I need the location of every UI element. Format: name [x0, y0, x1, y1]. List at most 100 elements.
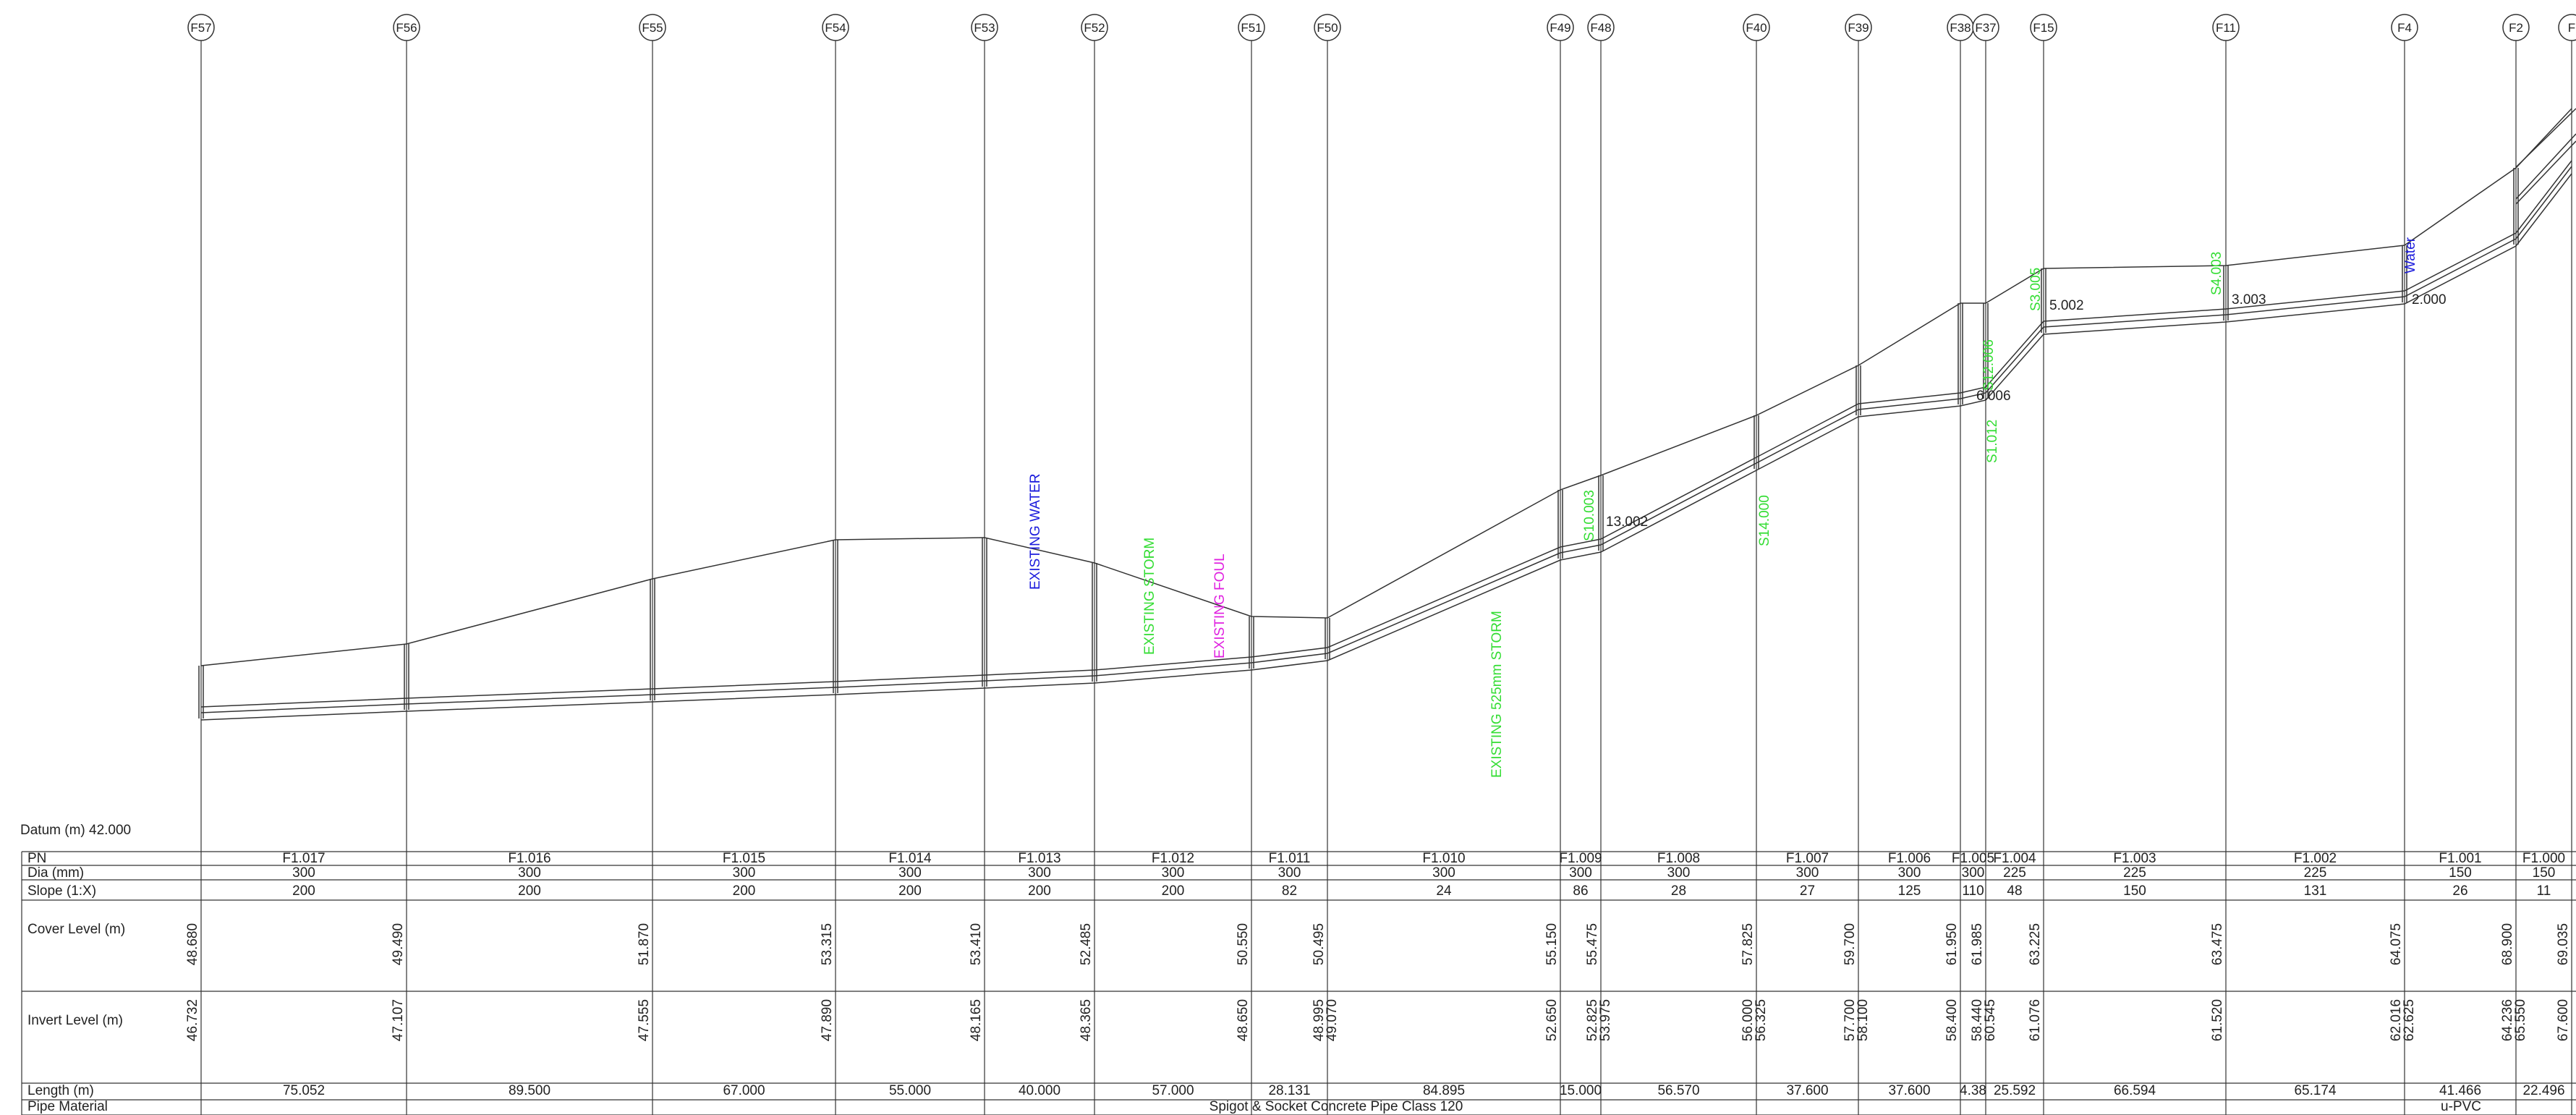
manhole-f37: F37: [1972, 14, 1999, 41]
manhole-f11: F11: [2212, 14, 2240, 41]
pipe-pn-cell: F1.003: [2113, 851, 2156, 866]
pipe-dia-cell: 300: [1962, 865, 1985, 881]
cover-level-cell: 48.680: [185, 923, 200, 965]
cover-level-cell: 63.475: [2210, 923, 2225, 965]
pipe-dia-cell: 300: [292, 865, 315, 881]
manhole-name: F51: [1241, 21, 1262, 35]
invert-level-cell: 52.650: [1544, 999, 1560, 1041]
crossing-label: EXISTING FOUL: [1212, 554, 1228, 658]
cover-level-cell: 64.075: [2389, 923, 2404, 965]
manhole-name: F: [2568, 21, 2575, 35]
pipe-slope-cell: 200: [1028, 883, 1051, 899]
invert-level-cell: 47.107: [391, 999, 406, 1041]
upstream-pipe: [2515, 140, 2576, 205]
manhole-name: F56: [396, 21, 417, 35]
invert-level-cell: 64.236: [2500, 999, 2515, 1041]
cover-level-cell: 52.485: [1079, 923, 1094, 965]
invert-level-cell: 47.555: [637, 999, 652, 1041]
pipe-length-cell: 22.496: [2522, 1083, 2564, 1098]
pipe-dia-cell: 300: [1162, 865, 1185, 881]
cover-level-cell: 55.475: [1585, 923, 1600, 965]
manhole-f51: F51: [1238, 14, 1265, 41]
pipe-pn-cell: F1.000: [2522, 851, 2565, 866]
pipe-dia-cell: 300: [898, 865, 922, 881]
pipe-length-cell: 56.570: [1657, 1083, 1699, 1098]
manhole-name: F11: [2216, 21, 2236, 35]
manhole-name: F49: [1550, 21, 1570, 35]
row-label-material: Pipe Material: [27, 1099, 108, 1114]
invert-level-cell: 49.070: [1325, 999, 1340, 1041]
manhole-name: F55: [642, 21, 663, 35]
pipe-slope-cell: 86: [1573, 883, 1588, 899]
manhole-f52: F52: [1081, 14, 1108, 41]
invert-level-cell: 65.550: [2513, 999, 2528, 1041]
crossing-label: EXISTING STORM: [1142, 538, 1157, 655]
pipe-slope-cell: 200: [898, 883, 922, 899]
invert-level-cell: 57.700: [1842, 999, 1858, 1041]
pipe-pn-cell: F1.017: [282, 851, 325, 866]
cover-level-cell: 57.825: [1740, 923, 1756, 965]
invert-level-cell: 58.100: [1856, 999, 1871, 1041]
pipe-pn-cell: F1.006: [1888, 851, 1931, 866]
pipe-length-cell: 4.38: [1960, 1083, 1986, 1098]
row-label-dia: Dia (mm): [27, 865, 84, 881]
pipe-pn-cell: F1.016: [508, 851, 551, 866]
pipe-dia-cell: 225: [2304, 865, 2327, 881]
invert-level-cell: 46.732: [185, 999, 200, 1041]
manhole-name: F2: [2509, 21, 2523, 35]
pipe-pn-cell: F1.004: [1993, 851, 2036, 866]
invert-level-cell: 48.365: [1079, 999, 1094, 1041]
crossing-label: S14.000: [1757, 495, 1772, 546]
invert-level-cell: 61.520: [2210, 999, 2225, 1041]
pipe-invert-line: [200, 166, 2572, 713]
crossing-label: EXISTING 525mm STORM: [1489, 611, 1505, 778]
pipe-pn-cell: F1.015: [723, 851, 765, 866]
manhole-f38: F38: [1947, 14, 1974, 41]
pipe-pn-cell: F1.002: [2294, 851, 2337, 866]
row-label-slope: Slope (1:X): [27, 883, 96, 899]
manhole-f40: F40: [1743, 14, 1770, 41]
manhole-f49: F49: [1547, 14, 1574, 41]
pipe-dia-cell: 300: [1898, 865, 1921, 881]
pipe-dia-cell: 150: [2533, 865, 2556, 881]
manhole-f56: F56: [393, 14, 420, 41]
manhole-name: F54: [825, 21, 846, 35]
pipe-pn-cell: F1.001: [2439, 851, 2481, 866]
cover-level-cell: 51.870: [637, 923, 652, 965]
crossing-label: Water: [2403, 237, 2418, 274]
crossing-label: EXISTING WATER: [1028, 474, 1043, 590]
pipe-length-cell: 55.000: [889, 1083, 931, 1098]
invert-level-cell: 56.325: [1754, 999, 1769, 1041]
pipe-dia-cell: 300: [1028, 865, 1051, 881]
cover-level-cell: 68.900: [2500, 923, 2515, 965]
crossing-label: S10.003: [1582, 490, 1597, 541]
pipe-slope-cell: 28: [1671, 883, 1686, 899]
pipe-pn-cell: F1.007: [1786, 851, 1829, 866]
manhole-f2: F2: [2502, 14, 2530, 41]
cover-level-cell: 61.950: [1944, 923, 1960, 965]
invert-level-cell: 62.625: [2402, 999, 2417, 1041]
pipe-length-cell: 37.600: [1888, 1083, 1930, 1098]
pipe-slope-cell: 26: [2452, 883, 2467, 899]
pipe-pn-cell: F1.010: [1422, 851, 1465, 866]
manhole-name: F39: [1848, 21, 1869, 35]
manhole-f4: F4: [2391, 14, 2418, 41]
manhole-f50: F50: [1314, 14, 1341, 41]
branch-label: 2.000: [2412, 292, 2447, 308]
manhole-name: F50: [1317, 21, 1338, 35]
crossing-label: S12.006: [1981, 339, 1997, 391]
cover-level-cell: 55.150: [1544, 923, 1560, 965]
pipe-slope-cell: 82: [1282, 883, 1297, 899]
manhole-name: F57: [190, 21, 211, 35]
pipe-slope-cell: 200: [733, 883, 756, 899]
pipe-length-cell: 57.000: [1152, 1083, 1194, 1098]
pipe-pn-cell: F1.005: [1952, 851, 1994, 866]
pipe-length-cell: 41.466: [2439, 1083, 2481, 1098]
invert-level-cell: 67.600: [2556, 999, 2571, 1041]
row-label-cover: Cover Level (m): [27, 922, 125, 937]
pipe-pn-cell: F1.012: [1152, 851, 1194, 866]
invert-level-cell: 56.000: [1740, 999, 1756, 1041]
cover-level-cell: 53.315: [820, 923, 835, 965]
invert-level-cell: 47.890: [820, 999, 835, 1041]
manhole-name: F15: [2033, 21, 2054, 35]
